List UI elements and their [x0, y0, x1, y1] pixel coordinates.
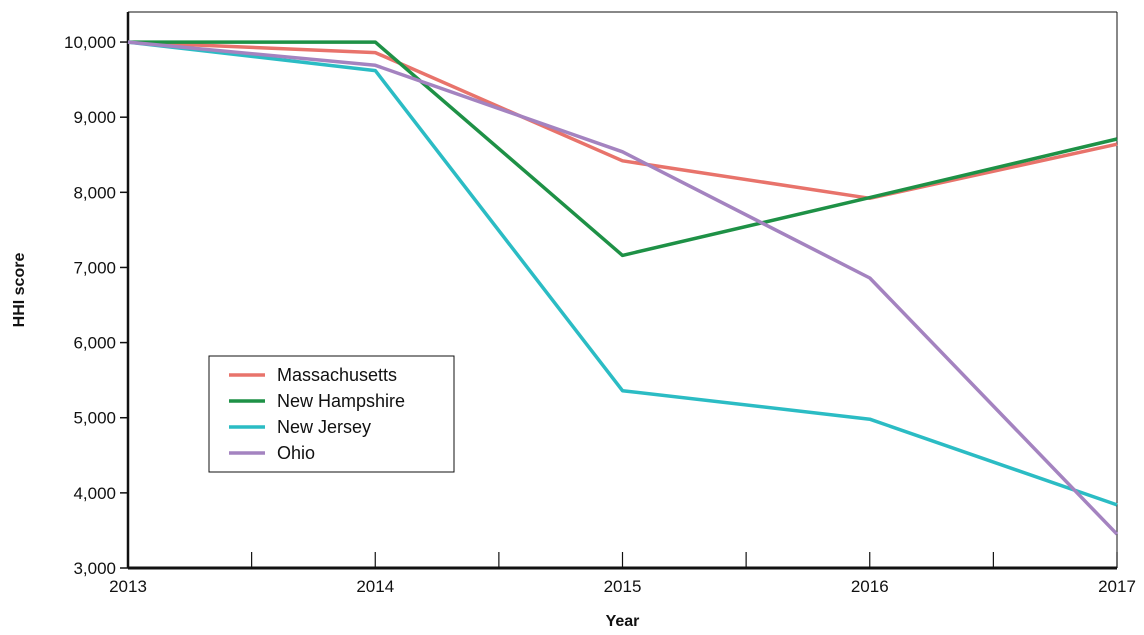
series-line-new-hampshire [128, 40, 1118, 258]
y-tick-label: 5,000 [73, 409, 116, 428]
y-tick-label: 7,000 [73, 258, 116, 277]
y-axis-title: HHI score [11, 253, 28, 328]
x-axis-title: Year [606, 613, 640, 630]
y-tick-label: 9,000 [73, 108, 116, 127]
y-tick-label: 3,000 [73, 559, 116, 578]
series-line-new-jersey [127, 40, 1118, 507]
y-tick-label: 10,000 [64, 33, 116, 52]
series-line-ohio [127, 40, 1119, 536]
legend-label: Massachusetts [277, 365, 397, 385]
legend-items: Massachusetts New Hampshire New Jersey Ohio [229, 365, 405, 463]
axes [126, 11, 1118, 570]
x-tick-label: 2013 [109, 577, 147, 596]
x-tick-label: 2016 [851, 577, 889, 596]
legend-label: New Hampshire [277, 391, 405, 411]
series-line-massachusetts [127, 40, 1118, 201]
y-ticks: 3,000 4,000 5,000 6,000 7,000 8,000 9,000 10,00… [64, 33, 128, 578]
x-tick-label: 2014 [356, 577, 394, 596]
legend-label: New Jersey [277, 417, 371, 437]
x-ticks: 2013 2014 2015 2016 2017 [109, 552, 1136, 596]
x-tick-label: 2017 [1098, 577, 1136, 596]
x-tick-label: 2015 [604, 577, 642, 596]
series-lines [127, 40, 1119, 536]
y-tick-label: 8,000 [73, 183, 116, 202]
legend: Massachusetts New Hampshire New Jersey Ohio [208, 355, 455, 473]
legend-label: Ohio [277, 443, 315, 463]
y-tick-label: 6,000 [73, 334, 116, 353]
y-tick-label: 4,000 [73, 484, 116, 503]
